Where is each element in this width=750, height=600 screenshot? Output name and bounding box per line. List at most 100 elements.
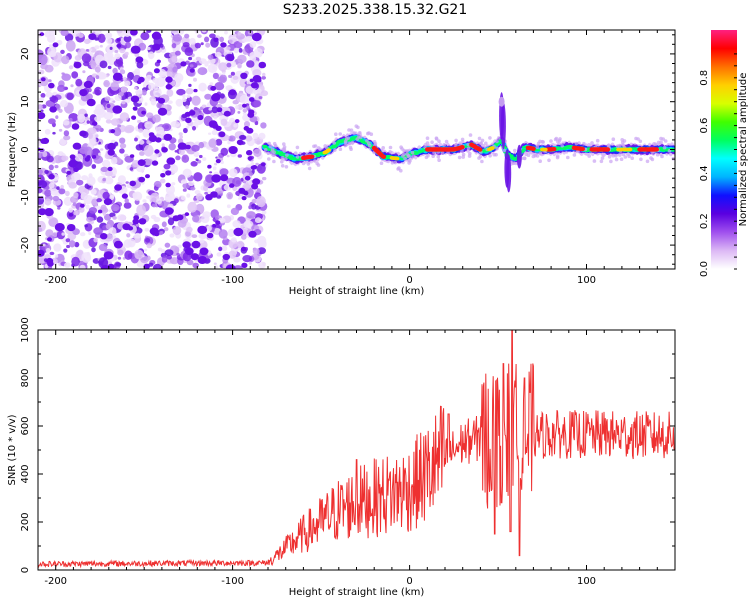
noise-speckle [107,65,112,70]
ridge-core [654,147,659,152]
ridge-spike [504,149,510,188]
noise-speckle [157,97,166,104]
noise-speckle [219,36,225,43]
ridge-halo [560,144,564,148]
noise-speckle [64,33,74,42]
noise-speckle [52,131,56,135]
colorbar-tick-label: 0.6 [699,118,710,134]
noise-speckle [192,262,199,269]
noise-speckle [182,241,191,249]
ridge-halo [454,138,458,143]
noise-speckle [68,213,74,217]
ridge-halo [355,137,360,141]
noise-speckle [214,265,219,269]
noise-speckle [68,182,77,189]
ridge-halo [620,138,624,142]
y-tick-label: 1000 [20,317,31,342]
y-tick-label: 20 [20,48,31,61]
ridge-halo [523,156,527,161]
ridge-halo [502,148,507,153]
ridge-halo [388,150,392,154]
noise-speckle [107,263,115,269]
noise-speckle [78,33,84,38]
noise-speckle [99,44,103,48]
noise-speckle [182,188,187,192]
ridge-halo [338,132,343,136]
ridge-halo [323,144,328,148]
noise-speckle [226,62,232,68]
noise-speckle [252,75,262,83]
ridge-halo [338,147,343,151]
noise-speckle [191,95,201,106]
noise-speckle [125,41,131,49]
ridge-halo [663,139,668,143]
noise-speckle [38,208,47,216]
noise-speckle [103,251,114,260]
noise-speckle [251,82,259,89]
noise-speckle [110,81,120,91]
noise-speckle [39,32,45,37]
noise-speckle [175,98,183,107]
noise-speckle [262,72,266,77]
ridge-halo [354,124,359,128]
x-tick-label: 100 [577,576,596,587]
noise-speckle [89,217,94,221]
noise-speckle [219,93,225,99]
noise-speckle [207,164,212,169]
noise-speckle [143,144,154,157]
noise-speckle [100,166,109,172]
noise-speckle [175,50,181,56]
noise-speckle [155,126,165,135]
noise-speckle [38,180,48,189]
noise-speckle [215,220,221,225]
noise-speckle [205,174,215,183]
ridge-halo [606,143,611,148]
noise-speckle [195,56,202,62]
noise-speckle [260,162,266,167]
noise-speckle [215,159,221,164]
noise-speckle [99,60,108,69]
ridge-halo [316,146,321,150]
noise-speckle [205,42,211,48]
noise-speckle [160,173,166,178]
ridge-halo [555,154,560,158]
noise-speckle [241,262,248,268]
noise-speckle [215,187,224,194]
colorbar-tick-label: 0.0 [699,261,710,277]
noise-speckle [230,71,235,76]
noise-speckle [40,196,44,200]
noise-speckle [50,188,59,196]
noise-speckle [254,217,262,224]
noise-speckle [185,117,192,124]
ridge-halo [600,156,605,160]
noise-speckle [153,216,161,223]
noise-speckle [174,150,178,153]
noise-speckle [154,149,160,154]
noise-speckle [252,165,258,170]
noise-speckle [66,224,76,232]
noise-speckle [242,103,247,108]
noise-speckle [116,43,122,48]
noise-speckle [215,138,223,146]
noise-speckle [111,139,116,143]
noise-speckle [113,240,123,249]
noise-speckle [253,100,262,108]
noise-speckle [246,211,256,219]
noise-speckle [195,193,203,201]
noise-speckle [229,168,238,178]
noise-speckle [237,154,242,158]
ridge-halo [444,139,449,144]
noise-speckle [113,127,122,137]
noise-speckle [96,198,102,203]
noise-speckle [214,82,225,91]
ridge-halo [358,135,363,140]
noise-speckle [156,198,162,205]
noise-speckle [104,96,111,102]
noise-speckle [48,217,59,228]
noise-speckle [71,71,79,79]
noise-speckle [199,154,203,159]
noise-speckle [251,198,258,204]
noise-speckle [212,223,217,228]
ridge-halo [649,156,653,160]
noise-speckle [174,246,180,253]
